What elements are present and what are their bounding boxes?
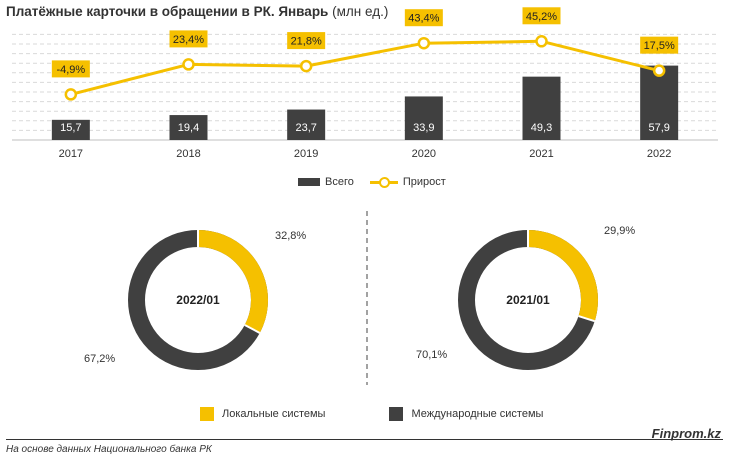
legend-line-swatch — [369, 177, 398, 188]
legend-local-swatch — [200, 407, 214, 421]
growth-label-box — [522, 7, 561, 25]
brand-label: Finprom.kz — [651, 426, 721, 441]
bar-total — [287, 109, 326, 140]
growth-point — [64, 88, 78, 101]
growth-value-label: 17,5% — [644, 40, 675, 52]
growth-point — [652, 64, 666, 77]
donut-local-percent: 32,8% — [275, 230, 306, 242]
growth-point — [535, 35, 548, 48]
bar-value-label: 33,9 — [413, 122, 434, 134]
legend-intl-swatch — [389, 407, 404, 421]
bar-value-label: 49,3 — [531, 122, 552, 134]
growth-value-label: -4,9% — [56, 64, 85, 76]
bar-total — [51, 119, 90, 140]
growth-label-box — [404, 9, 443, 27]
chart-title-main: Платёжные карточки в обращении в РК. Янв… — [6, 4, 329, 19]
x-tick-label: 2022 — [647, 148, 671, 160]
growth-label-box — [51, 60, 90, 78]
pie-legend: Локальные системы Международные системы — [200, 407, 543, 421]
donut-center-label: 2022/01 — [176, 293, 220, 307]
legend-intl-label: Международные системы — [411, 408, 544, 420]
chart-title-units: (млн ед.) — [332, 4, 389, 19]
growth-line — [70, 39, 660, 96]
bar-total — [522, 76, 561, 140]
x-tick-label: 2020 — [412, 148, 436, 160]
growth-value-label: 21,8% — [291, 36, 322, 48]
donut-center-label: 2021/01 — [506, 293, 550, 307]
growth-label-box — [640, 36, 679, 54]
chart-title: Платёжные карточки в обращении в РК. Янв… — [6, 4, 388, 19]
footer-divider — [6, 439, 723, 440]
bar-value-label: 15,7 — [60, 122, 81, 134]
growth-value-label: 43,4% — [408, 13, 439, 25]
legend-local-label: Локальные системы — [222, 408, 326, 420]
x-tick-label: 2021 — [529, 148, 553, 160]
growth-point — [299, 59, 313, 73]
legend-bar-swatch — [298, 178, 320, 186]
x-tick-label: 2017 — [59, 148, 83, 160]
bar-value-label: 19,4 — [178, 122, 199, 134]
legend-line-label: Прирост — [402, 176, 446, 188]
bar-total — [404, 96, 443, 140]
growth-value-label: 45,2% — [526, 11, 557, 23]
donut-slice-separator — [578, 315, 596, 323]
donut-slice-separator — [244, 324, 261, 334]
bar-value-label: 57,9 — [648, 122, 669, 134]
donut-international-percent: 67,2% — [84, 353, 115, 365]
growth-label-box — [169, 30, 208, 48]
growth-label-box — [287, 32, 326, 50]
donut-international-percent: 70,1% — [416, 349, 447, 361]
growth-value-label: 23,4% — [173, 34, 204, 46]
bar-value-label: 23,7 — [295, 122, 316, 134]
growth-point — [417, 36, 431, 50]
bar-total — [640, 65, 679, 140]
x-tick-label: 2018 — [176, 148, 200, 160]
bar-legend: Всего Прирост — [298, 176, 446, 188]
donut-local-percent: 29,9% — [604, 225, 635, 237]
growth-point — [182, 58, 195, 71]
bar-total — [169, 115, 208, 140]
legend-bar-label: Всего — [325, 176, 354, 188]
source-note: На основе данных Национального банка РК — [6, 444, 212, 455]
x-tick-label: 2019 — [294, 148, 318, 160]
